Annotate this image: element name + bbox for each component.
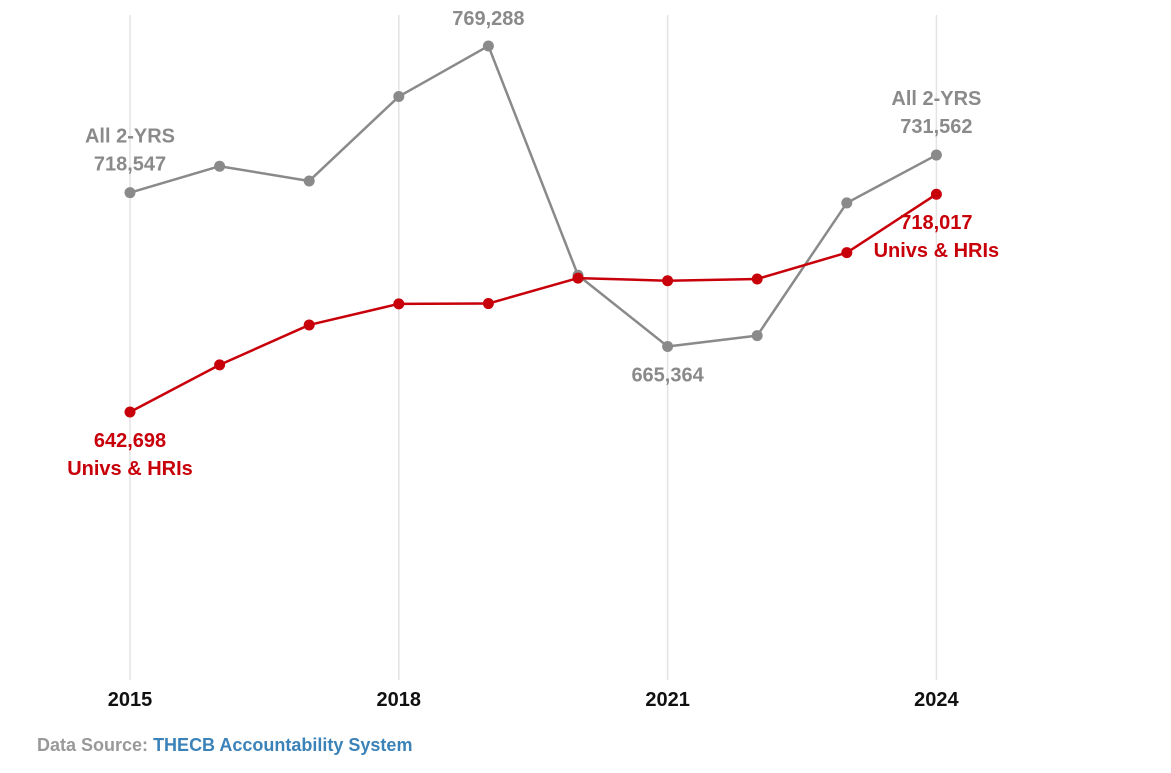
series-points [124, 40, 942, 418]
point-s0-2024 [930, 149, 942, 161]
x-tick-label-2015: 2015 [108, 689, 153, 711]
x-tick-label-2021: 2021 [645, 689, 690, 711]
data-source-label: Data Source: [37, 735, 149, 755]
data-source-link[interactable]: THECB Accountability System [153, 735, 413, 755]
point-s0-2021 [662, 340, 674, 352]
data-source-note: Data Source: THECB Accountability System [37, 735, 412, 756]
point-s0-2023 [841, 197, 853, 209]
series-lines [128, 44, 938, 414]
annotation-3-line-1: 731,562 [900, 116, 972, 138]
series-line-0 [128, 44, 938, 348]
annotation-1-line-0: 769,288 [452, 8, 524, 30]
point-s1-2022 [751, 273, 763, 285]
x-tick-label-2018: 2018 [377, 689, 422, 711]
point-s0-2019 [482, 40, 494, 52]
point-s0-2017 [303, 175, 315, 187]
point-s0-2018 [393, 91, 405, 103]
line-chart: 2015 2018 2021 2024 All 2-YRS 718,547 769,288… [67, 8, 999, 711]
point-s1-2015 [124, 406, 136, 418]
point-s0-2016 [214, 160, 226, 172]
point-s1-2019 [482, 298, 494, 310]
point-s1-2021 [662, 275, 674, 287]
point-s0-2015 [124, 187, 136, 199]
series-line-1 [128, 192, 938, 414]
x-axis-tick-labels: 2015 2018 2021 2024 [108, 689, 960, 711]
annotation-3-line-0: All 2-YRS [891, 88, 981, 110]
annotation-5-line-0: 718,017 [900, 212, 972, 234]
point-s1-2020 [572, 272, 584, 284]
annotation-5-line-1: Univs & HRIs [874, 240, 1000, 262]
point-s1-2018 [393, 298, 405, 310]
point-s0-2022 [751, 330, 763, 342]
data-annotations: All 2-YRS 718,547 769,288 665,364 All 2-YRS 7… [67, 8, 999, 480]
annotation-4-line-0: 642,698 [94, 430, 166, 452]
point-s1-2023 [841, 247, 853, 259]
point-s1-2024 [930, 188, 942, 200]
annotation-0-line-1: 718,547 [94, 154, 166, 176]
annotation-0-line-0: All 2-YRS [85, 126, 175, 148]
point-s1-2017 [303, 319, 315, 331]
annotation-2-line-0: 665,364 [631, 364, 704, 386]
annotation-4-line-1: Univs & HRIs [67, 458, 193, 480]
x-tick-label-2024: 2024 [914, 689, 959, 711]
vertical-gridlines [129, 15, 938, 680]
point-s1-2016 [214, 359, 226, 371]
